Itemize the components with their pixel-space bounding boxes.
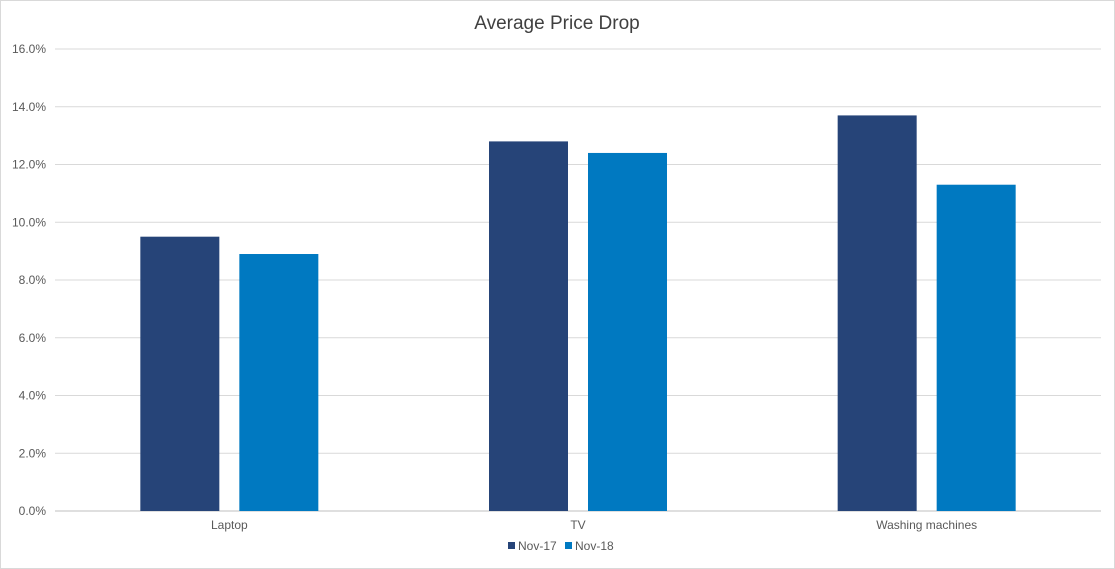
gridlines [55,48,1101,512]
bars [140,115,1016,511]
legend-swatch-nov-18 [565,542,572,549]
y-tick-label: 10.0% [12,215,46,229]
y-tick-label: 2.0% [19,446,47,460]
bar-tv-nov-18 [588,152,667,511]
y-tick-label: 16.0% [12,42,46,56]
chart-title: Average Price Drop [474,13,639,34]
bar-laptop-nov-17 [140,236,220,511]
legend-label: Nov-18 [575,539,614,553]
y-tick-label: 14.0% [12,100,46,114]
x-axis-ticks: Laptop TV Washing machines [211,518,977,532]
bar-washing-machines-nov-17 [837,115,917,511]
y-tick-label: 12.0% [12,158,46,172]
y-axis-ticks: 0.0% 2.0% 4.0% 6.0% 8.0% 10.0% 12.0% 14.0% 16.0% [12,42,46,518]
x-tick-label: TV [570,518,585,532]
y-tick-label: 6.0% [19,331,47,345]
bar-washing-machines-nov-18 [936,184,1016,511]
legend-swatch-nov-17 [508,542,515,549]
y-tick-label: 4.0% [19,389,47,403]
y-tick-label: 8.0% [19,273,47,287]
y-tick-label: 0.0% [19,504,47,518]
legend: Nov-17 Nov-18 [508,539,614,553]
x-tick-label: Laptop [211,518,248,532]
bar-tv-nov-17 [489,141,568,511]
legend-label: Nov-17 [518,539,557,553]
x-tick-label: Washing machines [876,518,977,532]
bar-laptop-nov-18 [239,254,319,511]
